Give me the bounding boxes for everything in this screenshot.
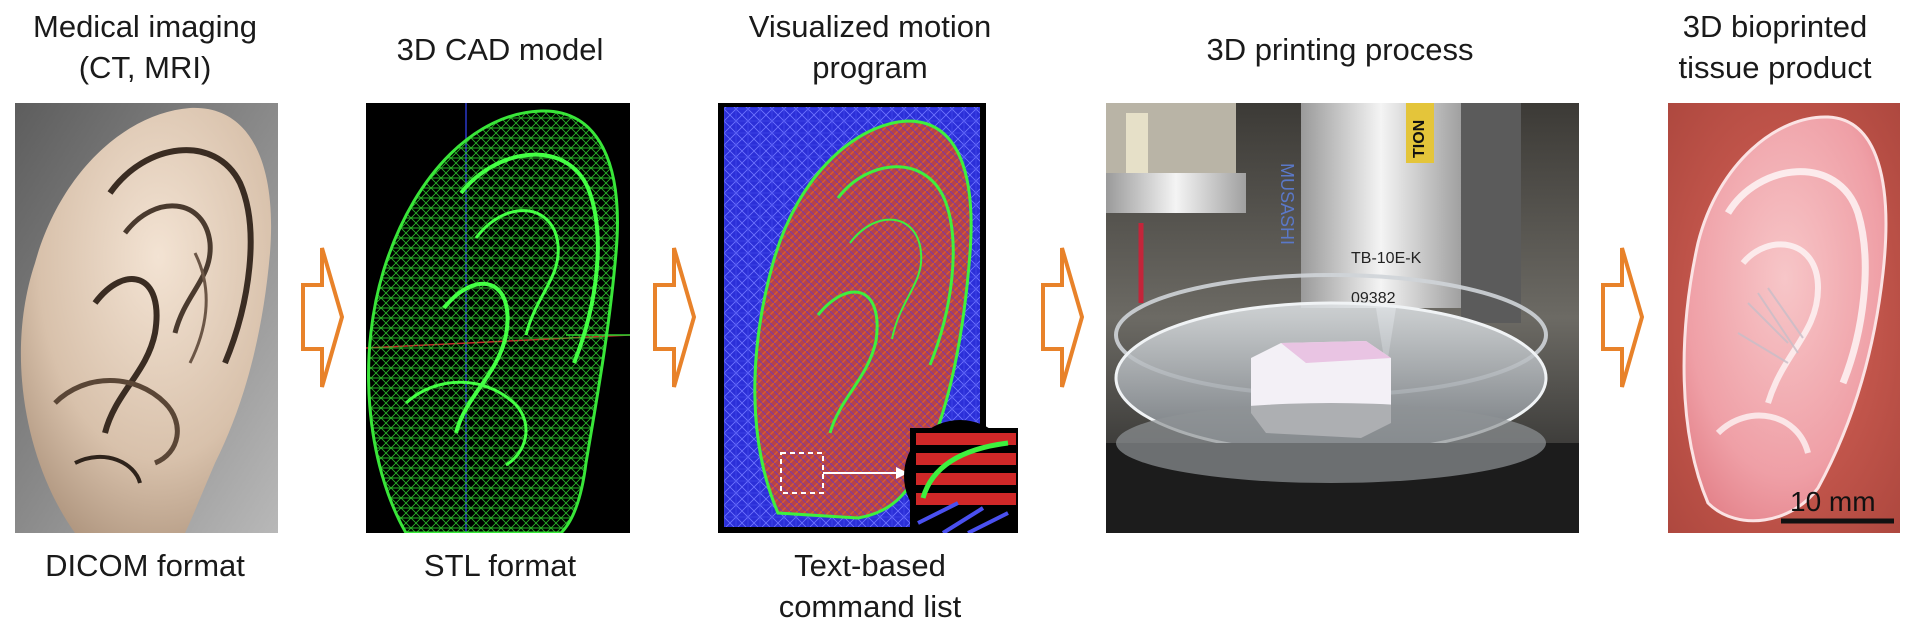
step5-top-label: 3D bioprinted tissue product	[1678, 9, 1872, 85]
caution-text: TION	[1411, 120, 1428, 158]
zoom-inset	[904, 420, 1018, 533]
arrow-shape	[653, 247, 697, 388]
step1-bottom-label: DICOM format	[45, 548, 245, 583]
step3-top-label: Visualized motion program	[748, 9, 992, 85]
model-text: TB-10E-K	[1351, 250, 1422, 267]
arrow-shape	[301, 247, 345, 388]
bioprinted-ear-photo: 10 mm	[1668, 103, 1900, 533]
medical-imaging-ear-render	[15, 103, 278, 533]
cad-wireframe-model	[366, 103, 630, 533]
motion-program-visualization	[718, 103, 1018, 533]
step3-bottom-label: Text-based command list	[778, 548, 962, 624]
arrow-step3-to-step4	[1040, 245, 1085, 390]
step1-top-label: Medical imaging (CT, MRI)	[33, 9, 257, 85]
brand-text: MUSASHI	[1277, 163, 1297, 245]
scale-bar-label: 10 mm	[1790, 486, 1876, 517]
step4-top-label: 3D printing process	[1206, 32, 1474, 67]
arrow-shape	[1041, 247, 1085, 388]
arrow-step4-to-step5	[1600, 245, 1645, 390]
arrow-step2-to-step3	[652, 245, 697, 390]
printing-process-photo: TION MUSASHI TB-10E-K 09382	[1106, 103, 1579, 533]
arrow-shape	[1601, 247, 1645, 388]
arrow-step1-to-step2	[300, 245, 345, 390]
step2-bottom-label: STL format	[423, 548, 577, 583]
step2-top-label: 3D CAD model	[396, 32, 604, 67]
